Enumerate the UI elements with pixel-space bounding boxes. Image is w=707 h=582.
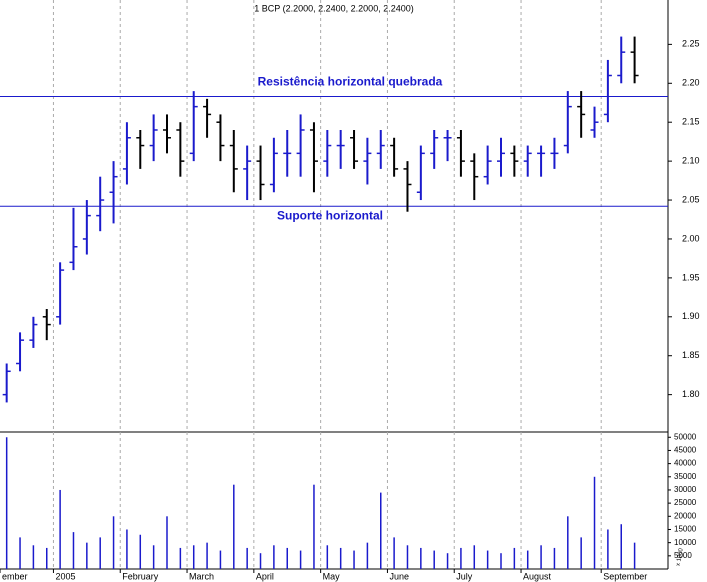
x-tick-label: February — [122, 571, 159, 581]
x-tick-label: March — [189, 571, 214, 581]
x-tick-label: August — [523, 571, 552, 581]
y-tick-label: 1.95 — [682, 272, 700, 282]
y-tick-label: 2.15 — [682, 117, 700, 127]
volume-tick-label: 5000 — [674, 551, 692, 560]
volume-tick-label: 25000 — [674, 498, 697, 507]
volume-tick-label: 20000 — [674, 511, 697, 520]
volume-tick-label: 15000 — [674, 525, 697, 534]
volume-tick-label: 10000 — [674, 538, 697, 547]
annotation: Resistência horizontal quebrada — [258, 75, 443, 89]
x-tick-label: September — [603, 571, 647, 581]
x-tick-label: April — [256, 571, 274, 581]
annotation: Suporte horizontal — [277, 208, 383, 222]
x-tick-label: July — [456, 571, 473, 581]
volume-unit: x 1000 — [676, 547, 685, 566]
volume-tick-label: 35000 — [674, 472, 697, 481]
y-tick-label: 2.25 — [682, 39, 700, 49]
volume-tick-label: 50000 — [674, 432, 697, 441]
y-tick-label: 1.85 — [682, 350, 700, 360]
chart-title: 1 BCP (2.2000, 2.2400, 2.2000, 2.2400) — [254, 3, 413, 13]
x-tick-label: May — [323, 571, 341, 581]
y-tick-label: 2.05 — [682, 194, 700, 204]
y-tick-label: 2.10 — [682, 155, 700, 165]
y-tick-label: 1.80 — [682, 389, 700, 399]
volume-tick-label: 40000 — [674, 459, 697, 468]
volume-tick-label: 45000 — [674, 446, 697, 455]
volume-tick-label: 30000 — [674, 485, 697, 494]
y-tick-label: 2.00 — [682, 233, 700, 243]
y-tick-label: 2.20 — [682, 78, 700, 88]
x-tick-label: ember — [2, 571, 28, 581]
x-tick-label: 2005 — [55, 571, 75, 581]
x-tick-label: June — [389, 571, 409, 581]
y-tick-label: 1.90 — [682, 311, 700, 321]
